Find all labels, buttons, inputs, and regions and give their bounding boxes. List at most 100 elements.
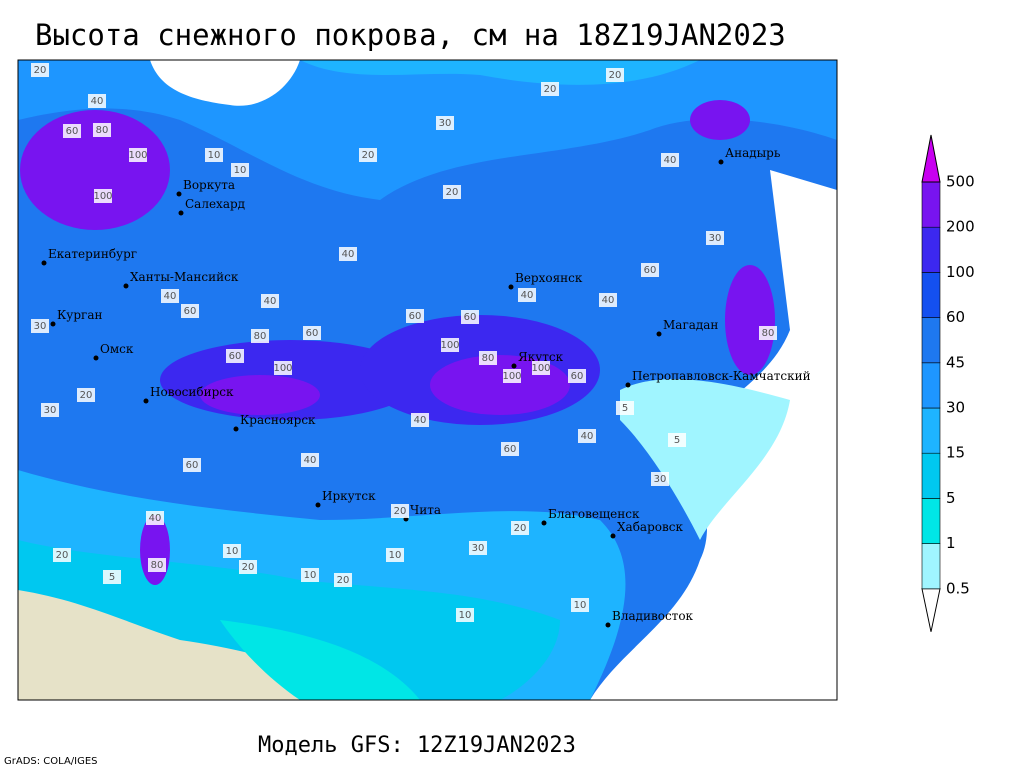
contour-label: 10 xyxy=(226,546,239,557)
contour-label: 10 xyxy=(208,150,221,161)
contour-label: 60 xyxy=(409,311,422,322)
contour-label-bg xyxy=(103,570,121,584)
contour-label: 40 xyxy=(414,415,427,426)
contour-label: 80 xyxy=(96,125,109,136)
contour-label: 20 xyxy=(80,390,93,401)
colorbar-label: 500 xyxy=(946,173,975,191)
contour-label-bg xyxy=(479,351,497,365)
contour-label-bg xyxy=(501,442,519,456)
city-label: Красноярск xyxy=(240,413,316,427)
contour-label: 40 xyxy=(91,96,104,107)
contour-label-bg xyxy=(93,123,111,137)
contour-label: 60 xyxy=(464,312,477,323)
contour-label-bg xyxy=(616,401,634,415)
contour-label-bg xyxy=(571,598,589,612)
contour-label-bg xyxy=(77,388,95,402)
city-dot xyxy=(123,283,129,289)
contour-label-bg xyxy=(668,433,686,447)
city-dot xyxy=(176,191,182,197)
contour-label-bg xyxy=(406,309,424,323)
contour-label-bg xyxy=(511,521,529,535)
city-label: Анадырь xyxy=(725,146,781,160)
colorbar-label: 1 xyxy=(946,534,956,552)
colorbar-label: 45 xyxy=(946,353,965,371)
contour-label: 40 xyxy=(164,291,177,302)
footer: Модель GFS: 12Z19JAN2023 xyxy=(258,733,576,758)
city-dot xyxy=(50,321,56,327)
contour-label: 5 xyxy=(674,435,680,446)
contour-label-bg xyxy=(261,294,279,308)
contour-label-bg xyxy=(518,288,536,302)
contour-label-bg xyxy=(53,548,71,562)
colorbar-swatch xyxy=(921,226,941,273)
city-label: Якутск xyxy=(518,350,564,364)
contour-label-bg xyxy=(226,349,244,363)
colorbar-label: 5 xyxy=(946,489,956,507)
contour-label-bg xyxy=(469,541,487,555)
colorbar-swatch xyxy=(921,452,941,499)
city-label: Ханты-Мансийск xyxy=(130,270,239,284)
city-dot xyxy=(625,382,631,388)
colorbar-label: 200 xyxy=(946,218,975,236)
contour-label: 20 xyxy=(56,550,69,561)
contour-label-bg xyxy=(651,472,669,486)
city-dot xyxy=(656,331,662,337)
city-dot xyxy=(233,426,239,432)
contour-label-bg xyxy=(94,189,112,203)
contour-label: 10 xyxy=(304,570,317,581)
contour-label: 20 xyxy=(362,150,375,161)
contour-label-bg xyxy=(183,458,201,472)
contour-label-bg xyxy=(161,289,179,303)
city-label: Благовещенск xyxy=(548,507,640,521)
contour-label: 80 xyxy=(254,331,267,342)
contour-label: 100 xyxy=(502,371,521,382)
contour-label-bg xyxy=(532,361,550,375)
contour-label-bg xyxy=(181,304,199,318)
contour-label-bg xyxy=(31,63,49,77)
map-labels: Анадырь Воркута Салехард Екатеринбург Ханты-… xyxy=(31,63,811,628)
contour-label: 10 xyxy=(234,165,247,176)
contour-label: 40 xyxy=(264,296,277,307)
contour-label: 20 xyxy=(514,523,527,534)
contour-label-bg xyxy=(578,429,596,443)
contour-label: 40 xyxy=(342,249,355,260)
contour-label-bg xyxy=(541,82,559,96)
city-label: Владивосток xyxy=(612,609,694,623)
contour-label-bg xyxy=(31,319,49,333)
contour-label: 80 xyxy=(762,328,775,339)
contour-label-bg xyxy=(231,163,249,177)
contour-label: 30 xyxy=(44,405,57,416)
city-label: Хабаровск xyxy=(617,520,683,534)
contour-label: 30 xyxy=(472,543,485,554)
contour-label: 100 xyxy=(440,340,459,351)
contour-label-bg xyxy=(251,329,269,343)
contour-label: 60 xyxy=(571,371,584,382)
title: Высота снежного покрова, см на 18Z19JAN2… xyxy=(35,18,786,52)
contour-label-bg xyxy=(641,263,659,277)
city-dot xyxy=(511,363,517,369)
contour-label-bg xyxy=(301,568,319,582)
city-dot xyxy=(41,260,47,266)
contour-label-bg xyxy=(411,413,429,427)
contour-label-bg xyxy=(303,326,321,340)
contour-label-bg xyxy=(461,310,479,324)
contour-label-bg xyxy=(661,153,679,167)
colorbar-label: 0.5 xyxy=(946,579,970,597)
contour-label: 60 xyxy=(186,460,199,471)
contour-label: 5 xyxy=(109,572,115,583)
contour-label-bg xyxy=(606,68,624,82)
colorbar-swatch xyxy=(921,362,941,409)
colorbar-cap xyxy=(921,588,941,632)
contour-label-bg xyxy=(391,504,409,518)
colorbar-label: 100 xyxy=(946,263,975,281)
contour-label: 40 xyxy=(602,295,615,306)
colorbar-swatch xyxy=(921,498,941,544)
contour-label-bg xyxy=(568,369,586,383)
contour-label: 30 xyxy=(709,233,722,244)
city-dot xyxy=(143,398,149,404)
contour-label-bg xyxy=(706,231,724,245)
contour-label: 40 xyxy=(664,155,677,166)
contour-label-bg xyxy=(599,293,617,307)
